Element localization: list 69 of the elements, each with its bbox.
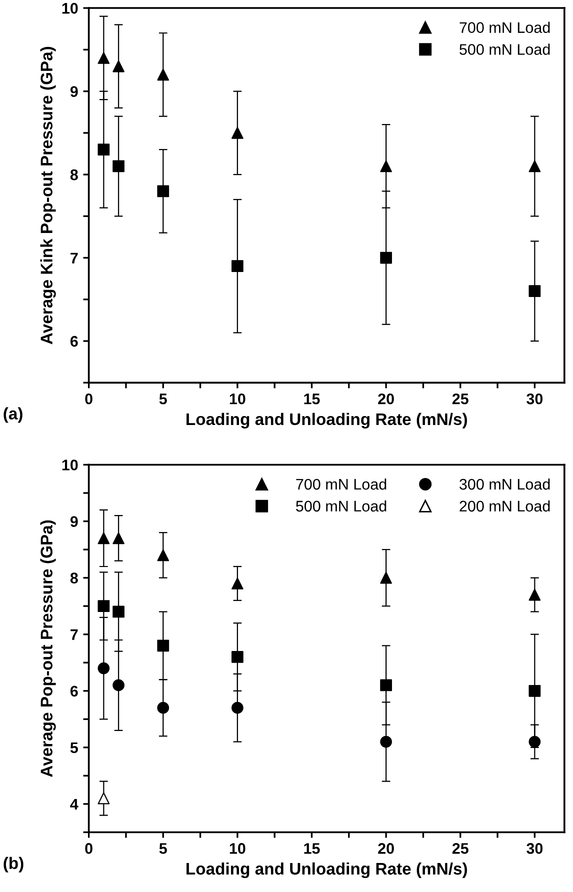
- x-tick-label: 30: [526, 843, 543, 854]
- point: [98, 600, 110, 612]
- y-tick-label: 9: [70, 86, 78, 97]
- point: [528, 736, 541, 748]
- point: [528, 160, 541, 172]
- y-tick-label: 10: [62, 2, 78, 14]
- y-tick-label: 8: [70, 169, 78, 180]
- y-tick-label: 5: [70, 742, 78, 754]
- point: [98, 662, 110, 674]
- point: [112, 160, 124, 172]
- point: [112, 679, 124, 692]
- point: [112, 60, 124, 72]
- x-tick-label: 15: [304, 394, 320, 404]
- y-tick-label: 6: [70, 336, 78, 347]
- point: [112, 606, 124, 618]
- legend-label: 700 mN Load: [296, 478, 386, 490]
- point: [157, 702, 170, 714]
- y-tick-label: 9: [70, 516, 78, 527]
- x-tick-label: 25: [452, 393, 468, 404]
- y-axis-title: Average Pop-out Pressure (GPa): [40, 520, 56, 777]
- point: [98, 52, 110, 64]
- x-tick-label: 0: [85, 393, 92, 404]
- y-axis-title: Average Kink Pop-out Pressure (GPa): [40, 46, 56, 344]
- x-tick-label: 10: [230, 843, 246, 854]
- point: [380, 736, 392, 748]
- point: [98, 144, 110, 156]
- point: [157, 68, 170, 81]
- point: [528, 684, 541, 697]
- x-axis-title: Loading and Unloading Rate (mN/s): [186, 412, 467, 428]
- point: [157, 640, 170, 652]
- x-tick-label: 15: [304, 843, 320, 854]
- x-tick-label: 5: [159, 843, 167, 854]
- x-tick-label: 30: [526, 393, 543, 404]
- x-tick-label: 10: [230, 393, 246, 404]
- legend-label: 500 mN Load: [296, 500, 386, 512]
- y-tick-label: 4: [70, 798, 78, 810]
- point: [380, 160, 392, 172]
- point: [380, 252, 392, 264]
- text: (b): [4, 856, 24, 872]
- legend-label: 500 mN Load: [460, 44, 550, 55]
- x-tick-label: 0: [85, 843, 92, 854]
- x-axis-title: Loading and Unloading Rate (mN/s): [186, 862, 467, 878]
- y-tick-label: 7: [70, 629, 78, 640]
- point: [232, 126, 244, 139]
- point: [232, 651, 244, 663]
- x-tick-label: 5: [159, 394, 167, 404]
- x-tick-label: 20: [378, 843, 394, 854]
- y-tick-label: 6: [70, 686, 78, 697]
- legend-label: 700 mN Load: [460, 22, 550, 33]
- point: [98, 792, 110, 804]
- point: [232, 578, 244, 590]
- y-tick-label: 8: [70, 572, 78, 584]
- point: [380, 679, 392, 692]
- legend-label: 300 mN Load: [460, 478, 550, 490]
- point: [528, 285, 541, 298]
- x-tick-label: 20: [378, 393, 394, 404]
- y-tick-label: 7: [70, 252, 78, 264]
- text: (a): [4, 407, 22, 423]
- point: [112, 532, 124, 544]
- y-tick-label: 10: [62, 460, 78, 470]
- point: [157, 185, 170, 198]
- point: [98, 532, 110, 544]
- point: [380, 572, 392, 584]
- point: [232, 260, 244, 272]
- point: [528, 588, 541, 601]
- point: [232, 702, 244, 714]
- legend-label: 200 mN Load: [460, 500, 550, 512]
- point: [157, 549, 170, 562]
- x-tick-label: 25: [452, 843, 468, 854]
